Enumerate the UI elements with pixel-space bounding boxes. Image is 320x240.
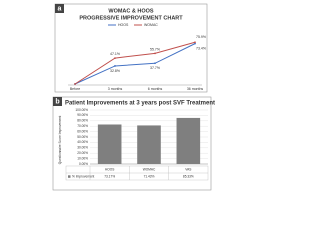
y-tick-label: 40.00% xyxy=(77,140,88,144)
bar xyxy=(97,124,122,164)
point xyxy=(114,57,116,59)
x-tick-label: 36 months xyxy=(187,87,204,91)
bar xyxy=(176,117,201,164)
panel-label: b xyxy=(55,99,59,106)
data-label: 32.8% xyxy=(110,69,120,73)
legend-label: % Improvement xyxy=(72,174,94,178)
y-tick-label: 90.00% xyxy=(77,113,88,117)
chart-subtitle: PROGRESSIVE IMPROVEMENT CHART xyxy=(79,15,183,21)
legend-swatch xyxy=(68,175,71,178)
x-tick-label: 3 months xyxy=(108,87,123,91)
panel-label: a xyxy=(58,6,62,13)
y-tick-label: 50.00% xyxy=(77,135,88,139)
x-tick-label: HOOS xyxy=(105,167,114,171)
data-label: 37.7% xyxy=(150,66,160,70)
point xyxy=(154,52,156,55)
x-tick-label: 6 months xyxy=(148,87,163,91)
y-tick-label: 80.00% xyxy=(77,119,88,123)
panel-a-badge xyxy=(55,4,64,13)
x-tick-label: WOMAC xyxy=(143,167,156,171)
table-value: 71.43% xyxy=(144,174,155,178)
y-tick-label: 70.00% xyxy=(77,124,88,128)
panel-b-badge xyxy=(53,97,62,106)
data-label: 47.1% xyxy=(110,52,120,56)
point xyxy=(74,83,76,85)
point xyxy=(194,41,196,44)
point xyxy=(114,65,116,67)
y-axis-label: Questionnaire Score Improvement xyxy=(58,116,62,165)
chart-title: Patient Improvements at 3 years post SVF… xyxy=(65,101,215,107)
y-tick-label: 30.00% xyxy=(77,146,88,150)
y-tick-label: 60.00% xyxy=(77,129,88,133)
legend-label: HOOS xyxy=(118,23,129,27)
series-line xyxy=(74,41,196,85)
y-tick-label: 100.00% xyxy=(75,108,88,112)
chart-title: WOMAC & HOOS xyxy=(108,8,154,14)
y-tick-label: 10.00% xyxy=(77,156,88,160)
panel-a-frame xyxy=(54,3,208,93)
legend-label: WOMAC xyxy=(144,23,158,27)
bar xyxy=(137,125,161,164)
table-value: 85.33% xyxy=(183,174,194,178)
point xyxy=(194,42,196,45)
table-value: 73.17% xyxy=(104,174,115,178)
x-tick-label: Before xyxy=(70,87,80,91)
point xyxy=(154,62,156,65)
x-tick-label: VAS xyxy=(185,167,191,171)
series-line xyxy=(74,43,196,85)
figure: a b WOMAC & HOOS PROGRESSIVE IMPROVEMENT… xyxy=(52,3,215,191)
data-label: 75.9% xyxy=(196,35,206,39)
y-tick-label: 20.00% xyxy=(77,151,88,155)
y-tick-label: 0.00% xyxy=(79,162,88,166)
data-label: 55.7% xyxy=(150,47,160,51)
data-label: 73.4% xyxy=(196,47,206,51)
